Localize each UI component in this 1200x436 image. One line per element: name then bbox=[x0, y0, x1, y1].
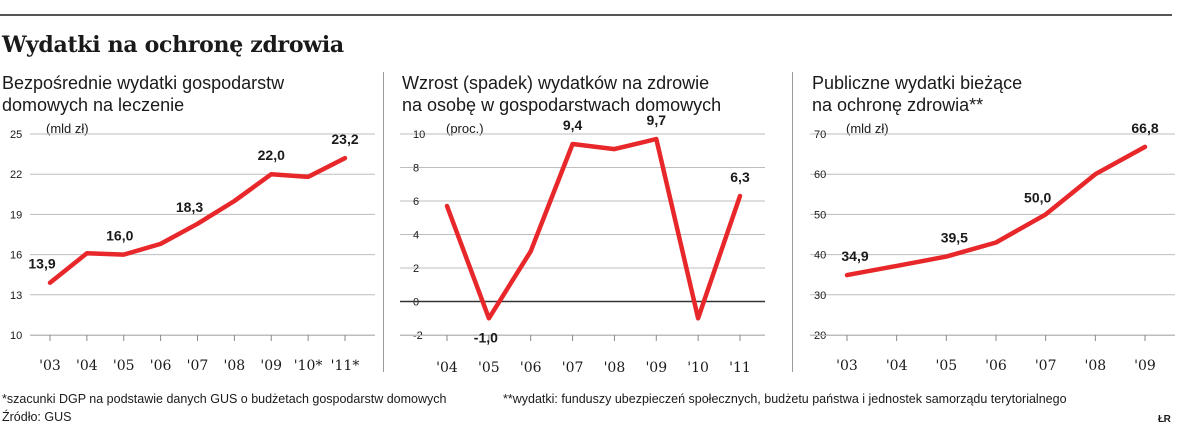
chart-panel-2: -20246810'04'05'06'07'08'09'10'11-1,09,4… bbox=[400, 112, 765, 376]
x-tick-label: '04 bbox=[436, 360, 458, 376]
panel-separator bbox=[383, 72, 384, 372]
panel-3-subtitle: Publiczne wydatki bieżące na ochronę zdr… bbox=[812, 73, 1023, 115]
chart-panel-3: 203040506070'03'04'05'06'07'08'0934,939,… bbox=[810, 120, 1175, 374]
y-tick-label: 16 bbox=[10, 250, 22, 262]
data-label: 6,3 bbox=[730, 169, 750, 185]
x-tick-label: '05 bbox=[113, 358, 135, 374]
data-label: 16,0 bbox=[106, 228, 133, 244]
data-label: -1,0 bbox=[474, 329, 498, 345]
y-tick-label: 10 bbox=[413, 129, 425, 141]
x-tick-label: '05 bbox=[478, 360, 500, 376]
x-tick-label: '09 bbox=[645, 360, 667, 376]
source-note: Źródło: GUS bbox=[2, 410, 72, 424]
y-tick-label: 22 bbox=[10, 169, 22, 181]
y-tick-label: 6 bbox=[413, 196, 419, 208]
y-tick-label: 50 bbox=[814, 209, 826, 221]
y-tick-label: 60 bbox=[814, 169, 826, 181]
footnote-expenditures: **wydatki: funduszy ubezpieczeń społeczn… bbox=[503, 392, 1067, 406]
data-label: 66,8 bbox=[1131, 120, 1158, 136]
x-tick-label: '09 bbox=[1134, 358, 1156, 374]
data-label: 34,9 bbox=[841, 248, 868, 264]
x-tick-label: '07 bbox=[562, 360, 584, 376]
data-label: 22,0 bbox=[258, 147, 285, 163]
y-tick-label: 13 bbox=[10, 290, 22, 302]
panel-1-subtitle: Bezpośrednie wydatki gospodarstw domowyc… bbox=[2, 73, 285, 115]
y-tick-label: 8 bbox=[413, 163, 419, 175]
y-tick-label: 19 bbox=[10, 209, 22, 221]
panel-separator bbox=[792, 72, 793, 372]
x-tick-label: '08 bbox=[224, 358, 246, 374]
y-tick-label: 30 bbox=[814, 290, 826, 302]
x-tick-label: '03 bbox=[39, 358, 61, 374]
y-tick-label: 25 bbox=[10, 129, 22, 141]
x-tick-label: '08 bbox=[604, 360, 626, 376]
x-tick-label: '09 bbox=[260, 358, 282, 374]
x-tick-label: '07 bbox=[1035, 358, 1057, 374]
y-tick-label: 40 bbox=[814, 250, 826, 262]
x-tick-label: '11 bbox=[729, 360, 751, 376]
data-label: 23,2 bbox=[331, 131, 358, 147]
data-label: 13,9 bbox=[28, 256, 55, 272]
data-label: 9,4 bbox=[563, 117, 583, 133]
y-tick-label: 70 bbox=[814, 129, 826, 141]
x-tick-label: '03 bbox=[836, 358, 858, 374]
x-tick-label: '11* bbox=[331, 358, 360, 374]
panel-3-unit: (mld zł) bbox=[846, 121, 889, 136]
data-label: 9,7 bbox=[647, 112, 667, 128]
top-rule bbox=[0, 14, 1172, 16]
y-tick-label: 0 bbox=[413, 297, 419, 309]
page-title: Wydatki na ochronę zdrowia bbox=[2, 32, 344, 58]
publisher-logo: ŁR bbox=[1158, 414, 1171, 425]
y-tick-label: 4 bbox=[413, 230, 419, 242]
x-tick-label: '04 bbox=[76, 358, 98, 374]
y-tick-label: 10 bbox=[10, 330, 22, 342]
x-tick-label: '04 bbox=[886, 358, 908, 374]
footnote-estimates: *szacunki DGP na podstawie danych GUS o … bbox=[2, 392, 447, 406]
panel-2-unit: (proc.) bbox=[446, 121, 484, 136]
x-tick-label: '10* bbox=[294, 358, 323, 374]
data-label: 50,0 bbox=[1024, 189, 1051, 205]
data-label: 39,5 bbox=[941, 230, 968, 246]
x-tick-label: '06 bbox=[150, 358, 172, 374]
x-tick-label: '06 bbox=[985, 358, 1007, 374]
data-label: 18,3 bbox=[176, 199, 203, 215]
series-line bbox=[444, 136, 743, 321]
chart-panel-1: 10 13 16 19 22 25 '03 '04 '05 '06 '07 '08 '09 '10* '11… bbox=[10, 129, 375, 374]
x-tick-label: '07 bbox=[187, 358, 209, 374]
x-tick-label: '06 bbox=[520, 360, 542, 376]
panel-1-unit: (mld zł) bbox=[46, 121, 89, 136]
panel-2-subtitle: Wzrost (spadek) wydatków na zdrowie na o… bbox=[402, 73, 722, 115]
x-tick-label: '10 bbox=[687, 360, 709, 376]
y-tick-label: 2 bbox=[413, 263, 419, 275]
x-tick-label: '08 bbox=[1084, 358, 1106, 374]
series-line bbox=[844, 144, 1148, 278]
x-tick-label: '05 bbox=[935, 358, 957, 374]
